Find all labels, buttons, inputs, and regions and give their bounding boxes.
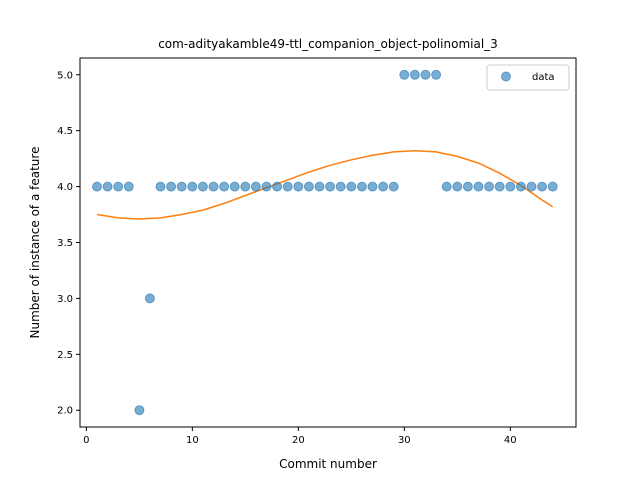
scatter-point xyxy=(197,181,208,192)
scatter-point xyxy=(219,181,230,192)
scatter-point xyxy=(399,69,410,80)
y-tick-label: 4.5 xyxy=(57,126,73,137)
scatter-point xyxy=(526,181,537,192)
scatter-point xyxy=(123,181,134,192)
legend-marker-data xyxy=(501,71,511,82)
x-tick-label: 10 xyxy=(186,435,199,446)
plot-background xyxy=(80,58,576,427)
y-axis-title: Number of instance of a feature xyxy=(28,147,42,339)
scatter-point xyxy=(346,181,357,192)
scatter-point xyxy=(208,181,219,192)
x-tick-label: 20 xyxy=(292,435,305,446)
scatter-point xyxy=(484,181,495,192)
scatter-point xyxy=(144,293,155,304)
scatter-point xyxy=(388,181,399,192)
y-tick-label: 2.5 xyxy=(57,350,73,361)
scatter-point xyxy=(325,181,336,192)
scatter-point xyxy=(505,181,516,192)
scatter-point xyxy=(113,181,124,192)
scatter-point xyxy=(409,69,420,80)
scatter-point xyxy=(293,181,304,192)
y-tick-label: 3.0 xyxy=(57,294,73,305)
scatter-point xyxy=(240,181,251,192)
x-tick-label: 0 xyxy=(83,435,89,446)
scatter-point xyxy=(494,181,505,192)
scatter-point xyxy=(378,181,389,192)
scatter-point xyxy=(261,181,272,192)
legend-box xyxy=(486,64,570,91)
scatter-point xyxy=(282,181,293,192)
plot-area xyxy=(80,58,576,427)
scatter-point xyxy=(462,181,473,192)
scatter-point xyxy=(441,181,452,192)
fit-curve-line xyxy=(96,150,554,220)
scatter-point xyxy=(134,405,145,416)
scatter-point xyxy=(102,181,113,192)
scatter-point xyxy=(367,181,378,192)
y-tick-label: 2.0 xyxy=(57,406,73,417)
scatter-point xyxy=(547,181,558,192)
scatter-point xyxy=(515,181,526,192)
scatter-point xyxy=(420,69,431,80)
scatter-point xyxy=(335,181,346,192)
scatter-point xyxy=(155,181,166,192)
plot-frame xyxy=(79,57,577,428)
scatter-point xyxy=(314,181,325,192)
scatter-point xyxy=(176,181,187,192)
y-tick-label: 3.5 xyxy=(57,238,73,249)
legend-label-data: data xyxy=(532,72,555,83)
chart-title: com-adityakamble49-ttl_companion_object-… xyxy=(158,37,498,51)
scatter-point xyxy=(187,181,198,192)
x-tick-label: 30 xyxy=(398,435,411,446)
fit-curve-layer xyxy=(96,150,554,220)
scatter-point xyxy=(229,181,240,192)
x-tick-label: 40 xyxy=(504,435,517,446)
scatter-point xyxy=(431,69,442,80)
scatter-point xyxy=(250,181,261,192)
x-axis-title: Commit number xyxy=(279,457,377,471)
legend: data xyxy=(486,64,570,91)
scatter-point xyxy=(166,181,177,192)
scatter-point xyxy=(303,181,314,192)
scatter-point xyxy=(473,181,484,192)
scatter-point xyxy=(537,181,548,192)
scatter-point xyxy=(272,181,283,192)
y-tick-label: 4.0 xyxy=(57,182,73,193)
y-tick-label: 5.0 xyxy=(57,70,73,81)
y-axis-ticks: 2.0 2.5 3.0 3.5 4.0 4.5 5.0 xyxy=(57,70,80,417)
scatter-point xyxy=(356,181,367,192)
scatter-points-layer xyxy=(92,69,558,416)
x-axis-ticks: 0 10 20 30 40 xyxy=(83,427,517,446)
scatter-point xyxy=(92,181,102,192)
scatter-point xyxy=(452,181,463,192)
